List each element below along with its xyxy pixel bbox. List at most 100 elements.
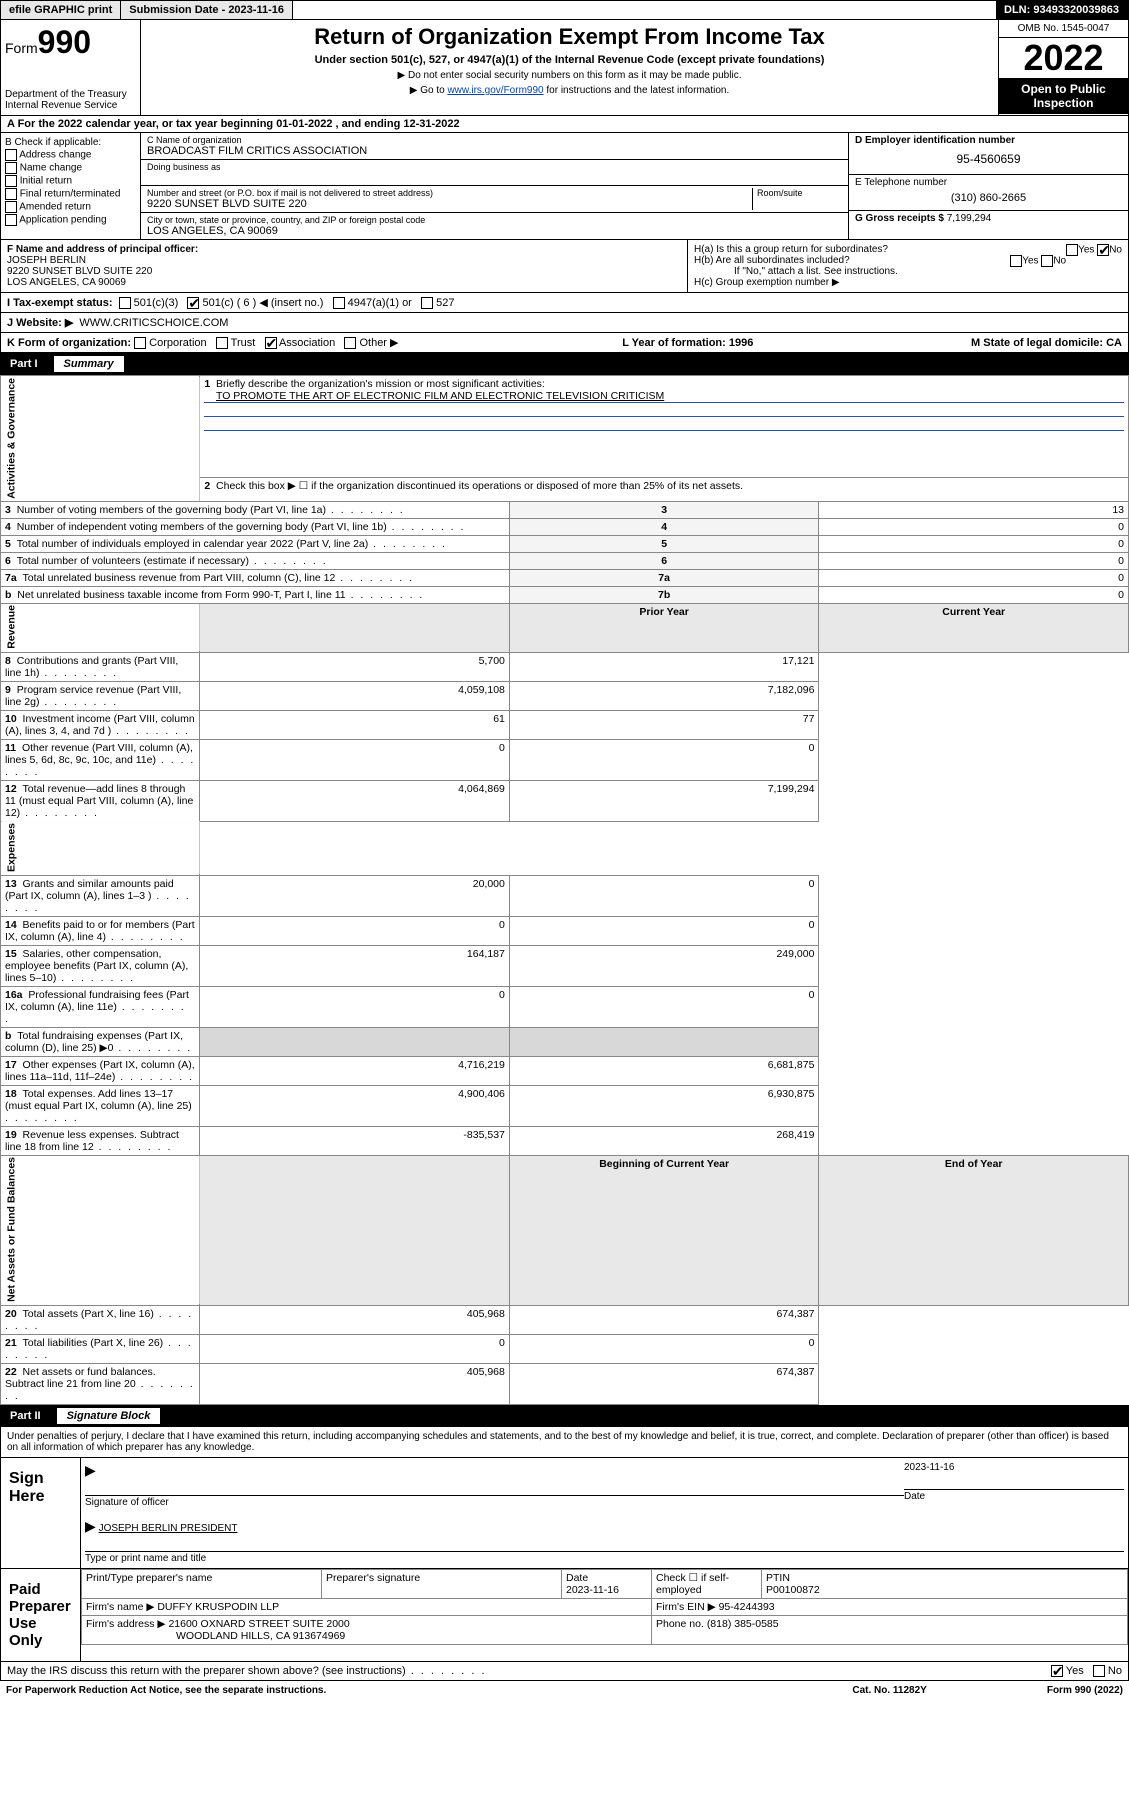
efile-print-button[interactable]: efile GRAPHIC print: [1, 1, 121, 19]
discuss-no[interactable]: [1093, 1665, 1105, 1677]
table-row: 21 Total liabilities (Part X, line 26) 0…: [1, 1334, 1129, 1363]
sig-date-value: 2023-11-16: [904, 1462, 1124, 1473]
discuss-yes[interactable]: [1051, 1665, 1063, 1677]
h-a: H(a) Is this a group return for subordin…: [694, 244, 1122, 255]
row-k-l-m: K Form of organization: Corporation Trus…: [0, 333, 1129, 353]
checkbox-option[interactable]: Name change: [5, 162, 136, 174]
table-row: 10 Investment income (Part VIII, column …: [1, 710, 1129, 739]
city-label: City or town, state or province, country…: [147, 215, 842, 225]
table-row: 8 Contributions and grants (Part VIII, l…: [1, 652, 1129, 681]
tax-status-checkbox[interactable]: [187, 297, 199, 309]
firm-ein-cell: Firm's EIN ▶ 95-4244393: [652, 1598, 1128, 1615]
firm-name-cell: Firm's name ▶ DUFFY KRUSPODIN LLP: [82, 1598, 652, 1615]
na-side-label: Net Assets or Fund Balances: [1, 1155, 200, 1305]
row-f-h: F Name and address of principal officer:…: [0, 240, 1129, 293]
prep-date-cell: Date2023-11-16: [562, 1569, 652, 1598]
checkbox-option[interactable]: Address change: [5, 149, 136, 161]
part-2-header: Part II Signature Block: [0, 1405, 1129, 1427]
h-b-note: If "No," attach a list. See instructions…: [694, 266, 1122, 277]
table-row: 11 Other revenue (Part VIII, column (A),…: [1, 739, 1129, 780]
ha-no[interactable]: [1097, 244, 1109, 256]
top-bar: efile GRAPHIC print Submission Date - 20…: [0, 0, 1129, 20]
org-form-checkbox[interactable]: [344, 337, 356, 349]
ein-label: D Employer identification number: [855, 135, 1122, 146]
signature-block: Under penalties of perjury, I declare th…: [0, 1427, 1129, 1681]
col-b-checkboxes: B Check if applicable: Address change Na…: [1, 133, 141, 239]
sign-here-label: Sign Here: [1, 1458, 81, 1568]
officer-signature-line: Signature of officer: [85, 1495, 904, 1508]
hb-yes[interactable]: [1010, 255, 1022, 267]
phone-label: E Telephone number: [855, 177, 1122, 188]
table-row: 5 Total number of individuals employed i…: [1, 535, 1129, 552]
end-year-hdr: End of Year: [819, 1155, 1129, 1305]
org-form-checkbox[interactable]: [134, 337, 146, 349]
goto-note: ▶ Go to www.irs.gov/Form990 for instruct…: [151, 85, 988, 96]
part-1-table: Activities & Governance 1 Briefly descri…: [0, 375, 1129, 1405]
org-form-checkbox[interactable]: [216, 337, 228, 349]
col-b-header: B Check if applicable:: [5, 137, 136, 148]
exp-side-label: Expenses: [1, 821, 200, 875]
mission-text: TO PROMOTE THE ART OF ELECTRONIC FILM AN…: [216, 390, 664, 402]
checkbox-option[interactable]: Amended return: [5, 201, 136, 213]
org-name: BROADCAST FILM CRITICS ASSOCIATION: [147, 145, 842, 157]
officer-printed-name: JOSEPH BERLIN PRESIDENT: [99, 1523, 238, 1534]
form-title: Return of Organization Exempt From Incom…: [151, 24, 988, 50]
form-ref: Form 990 (2022): [1047, 1685, 1123, 1696]
form-number: Form990: [5, 24, 136, 61]
officer-type-label: Type or print name and title: [85, 1551, 1124, 1564]
form-header: Form990 Department of the Treasury Inter…: [0, 20, 1129, 116]
dept-treasury: Department of the Treasury: [5, 89, 136, 100]
checkbox-option[interactable]: Initial return: [5, 175, 136, 187]
checkbox-option[interactable]: Application pending: [5, 214, 136, 226]
rev-side-label: Revenue: [1, 603, 200, 652]
dln: DLN: 93493320039863: [996, 1, 1128, 19]
firm-addr-cell: Firm's address ▶ 21600 OXNARD STREET SUI…: [82, 1615, 652, 1644]
ha-yes[interactable]: [1066, 244, 1078, 256]
begin-year-hdr: Beginning of Current Year: [509, 1155, 819, 1305]
discuss-row: May the IRS discuss this return with the…: [1, 1661, 1128, 1680]
cat-no: Cat. No. 11282Y: [852, 1685, 926, 1696]
form-subtitle: Under section 501(c), 527, or 4947(a)(1)…: [151, 54, 988, 66]
table-row: 18 Total expenses. Add lines 13–17 (must…: [1, 1085, 1129, 1126]
h-b: H(b) Are all subordinates included? Yes …: [694, 255, 1122, 266]
tax-status-checkbox[interactable]: [421, 297, 433, 309]
year-formation: L Year of formation: 1996: [622, 337, 753, 349]
tax-status-checkbox[interactable]: [119, 297, 131, 309]
page-footer: For Paperwork Reduction Act Notice, see …: [0, 1681, 1129, 1700]
open-to-public: Open to Public Inspection: [999, 78, 1128, 114]
table-row: 12 Total revenue—add lines 8 through 11 …: [1, 780, 1129, 821]
table-row: 4 Number of independent voting members o…: [1, 518, 1129, 535]
table-row: 19 Revenue less expenses. Subtract line …: [1, 1126, 1129, 1155]
table-row: b Total fundraising expenses (Part IX, c…: [1, 1027, 1129, 1056]
table-row: 16a Professional fundraising fees (Part …: [1, 986, 1129, 1027]
org-form-checkbox[interactable]: [265, 337, 277, 349]
paid-preparer-label: Paid Preparer Use Only: [1, 1569, 81, 1661]
ptin-cell: PTINP00100872: [762, 1569, 1128, 1598]
city-state-zip: LOS ANGELES, CA 90069: [147, 225, 842, 237]
tax-status-checkbox[interactable]: [333, 297, 345, 309]
ein-value: 95-4560659: [855, 146, 1122, 172]
website-url: WWW.CRITICSCHOICE.COM: [79, 317, 228, 329]
room-label: Room/suite: [757, 188, 842, 198]
arrow-icon: ▶: [85, 1518, 96, 1534]
officer-label: F Name and address of principal officer:: [7, 244, 198, 255]
col-c: C Name of organization BROADCAST FILM CR…: [141, 133, 848, 239]
irs-link[interactable]: www.irs.gov/Form990: [447, 85, 543, 96]
prior-year-hdr: Prior Year: [509, 603, 819, 652]
ssn-note: ▶ Do not enter social security numbers o…: [151, 70, 988, 81]
checkbox-option[interactable]: Final return/terminated: [5, 188, 136, 200]
table-row: 9 Program service revenue (Part VIII, li…: [1, 681, 1129, 710]
phone-value: (310) 860-2665: [855, 188, 1122, 208]
submission-date: Submission Date - 2023-11-16: [121, 1, 293, 19]
prep-sig-cell: Preparer's signature: [322, 1569, 562, 1598]
prep-name-cell: Print/Type preparer's name: [82, 1569, 322, 1598]
officer-name: JOSEPH BERLIN: [7, 255, 86, 266]
addr-label: Number and street (or P.O. box if mail i…: [147, 188, 752, 198]
section-b-c-d-e: B Check if applicable: Address change Na…: [0, 133, 1129, 240]
table-row: 22 Net assets or fund balances. Subtract…: [1, 1363, 1129, 1404]
table-row: 13 Grants and similar amounts paid (Part…: [1, 875, 1129, 916]
table-row: 7a Total unrelated business revenue from…: [1, 569, 1129, 586]
firm-phone-cell: Phone no. (818) 385-0585: [652, 1615, 1128, 1644]
hb-no[interactable]: [1041, 255, 1053, 267]
gov-side-label: Activities & Governance: [1, 376, 200, 502]
